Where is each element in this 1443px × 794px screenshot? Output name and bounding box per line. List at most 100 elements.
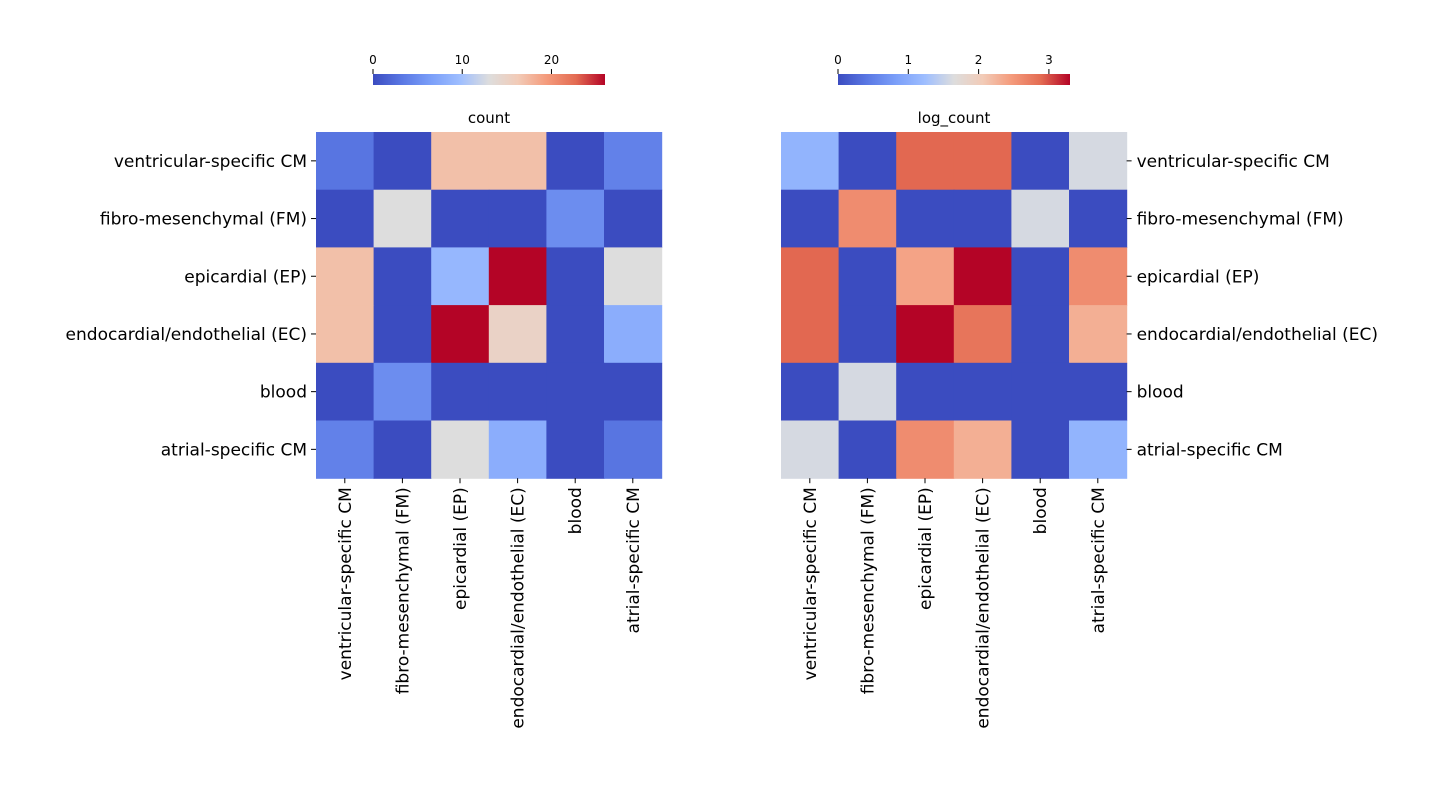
heatmap-cell-r5-c2	[896, 420, 955, 479]
row-label-epicardial-ep: epicardial (EP)	[184, 267, 307, 287]
heatmap-cell-r1-c4	[1011, 189, 1070, 248]
colorbar-tick-label: 0	[834, 53, 842, 67]
heatmap-cell-r2-c3	[953, 247, 1012, 306]
row-label-atrial-specific-cm: atrial-specific CM	[161, 440, 307, 460]
row-label-fibro-mesenchymal-fm: fibro-mesenchymal (FM)	[100, 210, 307, 230]
heatmap-count-cells	[316, 132, 663, 479]
row-label-fibro-mesenchymal-fm: fibro-mesenchymal (FM)	[1137, 210, 1344, 230]
colorbar-gradient	[838, 74, 1070, 85]
heatmap-cell-r1-c5	[1069, 189, 1128, 248]
heatmap-cell-r5-c1	[373, 420, 432, 479]
heatmap-cell-r2-c5	[604, 247, 663, 306]
heatmap-cell-r3-c2	[896, 305, 955, 364]
col-label-ventricular-specific-cm: ventricular-specific CM	[801, 487, 821, 680]
heatmap-cell-r0-c1	[373, 132, 432, 191]
heatmap-cell-r3-c1	[838, 305, 897, 364]
heatmap-cell-r1-c0	[781, 189, 840, 248]
heatmap-cell-r1-c5	[604, 189, 663, 248]
heatmap-cell-r2-c5	[1069, 247, 1128, 306]
heatmap-cell-r0-c5	[1069, 132, 1128, 191]
col-label-fibro-mesenchymal-fm: fibro-mesenchymal (FM)	[858, 487, 878, 694]
heatmap-cell-r2-c1	[373, 247, 432, 306]
col-label-ventricular-specific-cm: ventricular-specific CM	[336, 487, 356, 680]
heatmap-cell-r5-c4	[1011, 420, 1070, 479]
heatmap-cell-r4-c5	[1069, 362, 1128, 422]
row-label-ventricular-specific-cm: ventricular-specific CM	[114, 152, 307, 172]
colorbar-gradient	[373, 74, 605, 85]
heatmap-cell-r0-c4	[546, 132, 605, 191]
heatmap-count-title: count	[468, 109, 510, 127]
heatmap-cell-r3-c2	[431, 305, 490, 364]
heatmap-cell-r2-c2	[431, 247, 490, 306]
heatmap-count-panel: count 0 10 20 ventricular-specific CM fibro…	[66, 53, 663, 729]
col-label-blood: blood	[566, 487, 586, 534]
row-label-endocardial-endothelial-ec: endocardial/endothelial (EC)	[66, 325, 307, 345]
col-label-blood: blood	[1031, 487, 1051, 534]
row-label-epicardial-ep: epicardial (EP)	[1137, 267, 1260, 287]
heatmap-cell-r2-c3	[488, 247, 547, 306]
heatmap-cell-r0-c0	[781, 132, 840, 191]
heatmap-cell-r2-c4	[1011, 247, 1070, 306]
heatmap-cell-r0-c5	[604, 132, 663, 191]
heatmap-cell-r4-c5	[604, 362, 663, 422]
heatmap-cell-r4-c1	[838, 362, 897, 422]
heatmap-cell-r3-c1	[373, 305, 432, 364]
heatmap-cell-r4-c4	[1011, 362, 1070, 422]
heatmap-cell-r4-c3	[953, 362, 1012, 422]
heatmap-cell-r0-c2	[431, 132, 490, 191]
heatmap-count-row-labels: ventricular-specific CM fibro-mesenchymal…	[66, 152, 316, 460]
heatmap-cell-r4-c3	[488, 362, 547, 422]
heatmap-cell-r3-c0	[781, 305, 840, 364]
heatmap-cell-r0-c3	[488, 132, 547, 191]
heatmap-cell-r3-c5	[604, 305, 663, 364]
heatmap-cell-r4-c4	[546, 362, 605, 422]
heatmap-cell-r1-c2	[896, 189, 955, 248]
heatmap-cell-r2-c4	[546, 247, 605, 306]
heatmap-cell-r1-c1	[838, 189, 897, 248]
colorbar-tick-label: 3	[1045, 53, 1053, 67]
heatmap-cell-r0-c0	[316, 132, 375, 191]
heatmap-cell-r5-c4	[546, 420, 605, 479]
heatmap-cell-r5-c5	[604, 420, 663, 479]
colorbar-tick-label: 20	[544, 53, 559, 67]
heatmap-cell-r4-c0	[316, 362, 375, 422]
heatmap-cell-r3-c4	[1011, 305, 1070, 364]
row-label-ventricular-specific-cm: ventricular-specific CM	[1137, 152, 1330, 172]
heatmap-cell-r5-c0	[781, 420, 840, 479]
heatmap-cell-r3-c3	[953, 305, 1012, 364]
heatmap-cell-r2-c0	[781, 247, 840, 306]
colorbar-tick-label: 2	[975, 53, 983, 67]
heatmap-cell-r1-c3	[953, 189, 1012, 248]
colorbar-log-count: 0 1 2 3	[834, 53, 1070, 85]
colorbar-tick-label: 10	[455, 53, 470, 67]
heatmap-cell-r4-c0	[781, 362, 840, 422]
heatmap-cell-r5-c1	[838, 420, 897, 479]
heatmap-cell-r0-c4	[1011, 132, 1070, 191]
col-label-fibro-mesenchymal-fm: fibro-mesenchymal (FM)	[393, 487, 413, 694]
col-label-epicardial-ep: epicardial (EP)	[451, 487, 471, 610]
heatmap-cell-r5-c3	[953, 420, 1012, 479]
heatmap-cell-r2-c2	[896, 247, 955, 306]
heatmap-cell-r5-c5	[1069, 420, 1128, 479]
colorbar-tick-label: 1	[904, 53, 912, 67]
heatmap-log-count-row-labels: ventricular-specific CM fibro-mesenchymal…	[1126, 152, 1378, 460]
heatmap-cell-r4-c1	[373, 362, 432, 422]
heatmap-cell-r1-c3	[488, 189, 547, 248]
heatmap-cell-r0-c3	[953, 132, 1012, 191]
heatmap-cell-r1-c1	[373, 189, 432, 248]
row-label-blood: blood	[260, 383, 307, 403]
heatmap-cell-r3-c0	[316, 305, 375, 364]
row-label-atrial-specific-cm: atrial-specific CM	[1137, 440, 1283, 460]
heatmap-cell-r3-c5	[1069, 305, 1128, 364]
heatmap-log-count-panel: log_count 0 1 2 3 ventricular-specific CM fi…	[781, 53, 1378, 729]
heatmap-cell-r4-c2	[431, 362, 490, 422]
row-label-blood: blood	[1137, 383, 1184, 403]
heatmap-log-count-cells	[781, 132, 1128, 479]
colorbar-count: 0 10 20	[369, 53, 605, 85]
heatmap-cell-r2-c1	[838, 247, 897, 306]
heatmap-cell-r1-c0	[316, 189, 375, 248]
heatmap-cell-r1-c2	[431, 189, 490, 248]
heatmap-cell-r3-c4	[546, 305, 605, 364]
row-label-endocardial-endothelial-ec: endocardial/endothelial (EC)	[1137, 325, 1378, 345]
